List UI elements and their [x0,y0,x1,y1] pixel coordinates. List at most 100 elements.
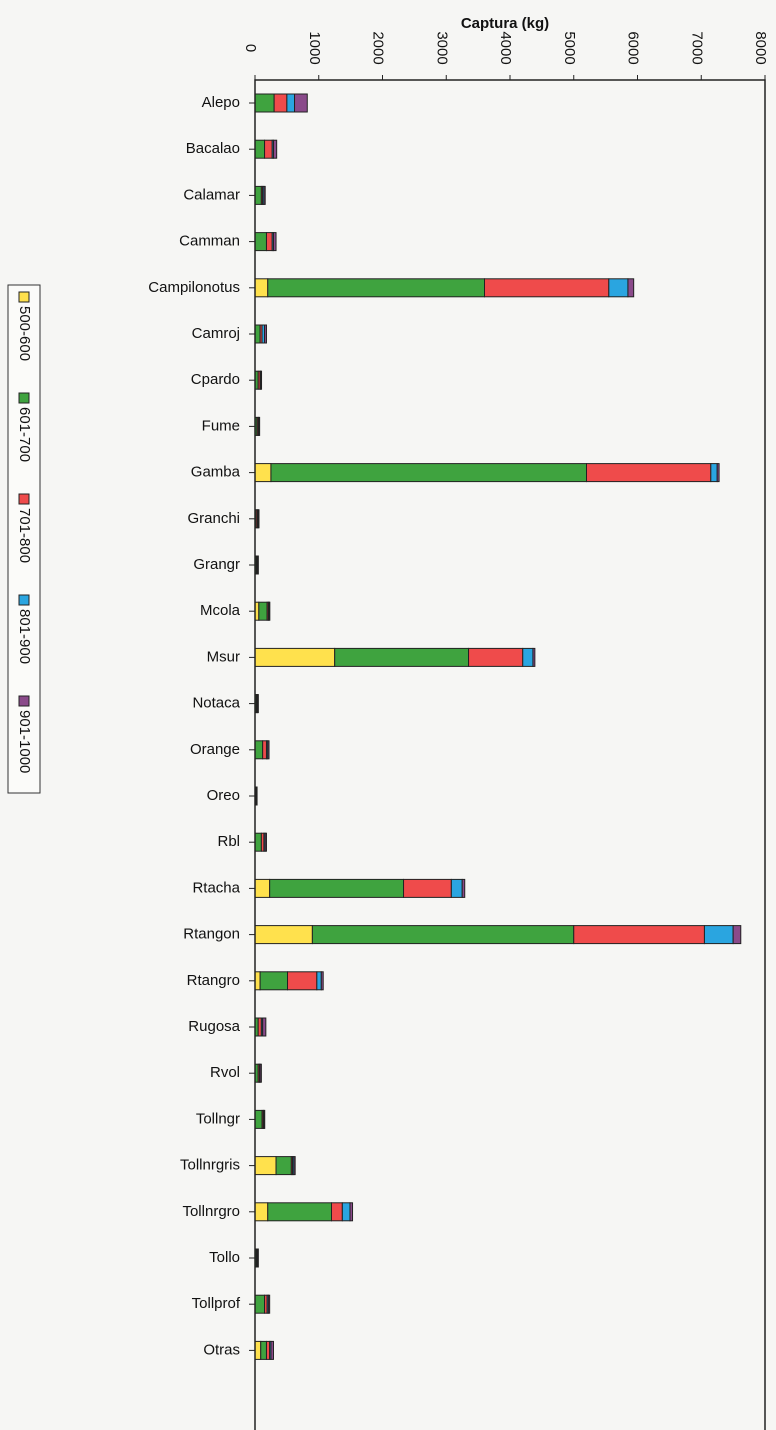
category-label: Campilonotus [148,279,240,296]
bar-segment [320,971,324,991]
bar-segment [254,925,313,945]
bar-segment [254,1340,262,1360]
bar-segment [293,1156,296,1176]
legend-swatch [18,594,30,606]
bar-segment [450,878,463,898]
bar-segment [257,1248,259,1268]
bar-segment [254,1109,263,1129]
bar-segment [259,971,289,991]
category-label: Gamba [191,464,241,481]
x-tick-label: 4000 [497,31,514,64]
plot-frame [254,79,766,1430]
category-label: Rtacha [192,879,240,896]
bar-segment [331,1202,343,1222]
bar-segment [254,878,271,898]
bar-segment [287,971,318,991]
x-tick-label: 5000 [561,31,578,64]
bar-segment [732,925,742,945]
bar-segment [341,1202,351,1222]
bar-segment [254,93,275,113]
category-label: Otras [203,1341,240,1358]
bar-segment [272,232,277,252]
category-label: Notaca [192,695,240,712]
category-label: Camman [179,233,240,250]
bar-segment [260,370,263,390]
bar-segment [294,93,308,113]
x-tick-label: 3000 [433,31,450,64]
bar-segment [716,463,720,483]
category-label: Rtangro [187,972,240,989]
legend-swatch [18,392,30,404]
bar-segment [586,463,712,483]
bar-segment [257,509,260,529]
category-label: Tollngr [196,1110,240,1127]
category-label: Orange [190,741,240,758]
category-label: Rtangon [183,926,240,943]
bar-segment [627,278,635,298]
category-label: Rbl [217,833,240,850]
bar-segment [254,740,264,760]
bar-segment [259,1063,262,1083]
legend-swatch [18,493,30,505]
bar-segment [254,139,266,159]
bar-segment [263,185,266,205]
bar-segment [532,647,536,667]
bar-segment [573,925,705,945]
category-label: Cpardo [191,371,240,388]
x-axis-title: Captura (kg) [461,15,549,32]
bar-segment [286,93,296,113]
bar-segment [275,1156,292,1176]
bar-segment [264,324,267,344]
bar-segment [267,278,485,298]
bar-segment [703,925,734,945]
bar-segment [268,601,271,621]
bar-segment [254,324,261,344]
x-tick-label: 2000 [370,31,387,64]
bar-segment [254,185,262,205]
bar-segment [254,1156,277,1176]
category-label: Calamar [183,186,240,203]
bar-segment [608,278,629,298]
bar-segment [262,1017,267,1037]
bar-segment [484,278,610,298]
category-label: Tollo [209,1249,240,1266]
bar-segment [264,139,273,159]
legend-label: 701-800 [16,508,33,563]
bar-segment [254,463,272,483]
bar-segment [267,740,270,760]
legend-swatch [18,291,30,303]
bar-segment [255,786,258,806]
x-tick-label: 0 [242,44,259,52]
bar-segment [264,832,267,852]
category-label: Alepo [202,94,240,111]
bar-segment [522,647,534,667]
x-tick-label: 8000 [752,31,769,64]
bar-segment [272,139,278,159]
bar-segment [403,878,452,898]
bar-segment [468,647,524,667]
x-tick-label: 1000 [306,31,323,64]
bar-segment [311,925,575,945]
bar-segment [461,878,466,898]
category-label: Camroj [192,325,240,342]
bar-segment [270,1340,274,1360]
bar-segment [270,463,587,483]
bar-segment [254,278,269,298]
bar-segment [267,1294,271,1314]
bar-segment [257,694,259,714]
category-label: Msur [207,648,240,665]
category-label: Bacalao [186,140,240,157]
legend-swatch [18,695,30,707]
category-label: Grangr [193,556,240,573]
bar-segment [349,1202,354,1222]
bar-segment [316,971,322,991]
category-label: Tollnrgro [182,1203,240,1220]
category-label: Tollprof [192,1295,241,1312]
category-label: Mcola [200,602,241,619]
legend-label: 801-900 [16,609,33,664]
bar-segment [260,1340,267,1360]
category-label: Oreo [207,787,240,804]
bar-segment [254,647,336,667]
bar-segment [254,971,261,991]
